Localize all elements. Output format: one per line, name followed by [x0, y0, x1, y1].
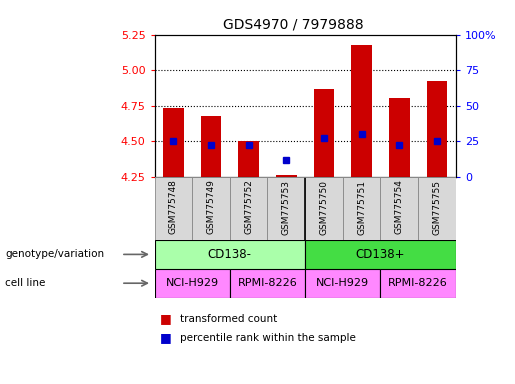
Text: cell line: cell line [5, 278, 45, 288]
Text: CD138+: CD138+ [356, 248, 405, 261]
Text: GDS4970 / 7979888: GDS4970 / 7979888 [223, 17, 364, 31]
Text: GSM775749: GSM775749 [207, 180, 215, 235]
Text: RPMI-8226: RPMI-8226 [388, 278, 448, 288]
Text: transformed count: transformed count [180, 314, 278, 324]
Bar [192, 177, 230, 240]
Text: NCI-H929: NCI-H929 [166, 278, 219, 288]
Text: GSM775755: GSM775755 [433, 180, 441, 235]
Bar [351, 45, 372, 177]
Bar [343, 177, 381, 240]
Text: NCI-H929: NCI-H929 [316, 278, 369, 288]
Text: GSM775748: GSM775748 [169, 180, 178, 235]
Bar [230, 269, 305, 298]
Bar [267, 177, 305, 240]
Text: percentile rank within the sample: percentile rank within the sample [180, 333, 356, 343]
Text: genotype/variation: genotype/variation [5, 249, 104, 260]
Bar [238, 141, 259, 177]
Bar [381, 177, 418, 240]
Bar [201, 116, 221, 177]
Text: GSM775753: GSM775753 [282, 180, 291, 235]
Bar [389, 99, 409, 177]
Bar [154, 177, 192, 240]
Bar [305, 240, 456, 269]
Text: GSM775751: GSM775751 [357, 180, 366, 235]
Bar [305, 269, 381, 298]
Text: GSM775752: GSM775752 [244, 180, 253, 235]
Bar [418, 177, 456, 240]
Text: GSM775754: GSM775754 [395, 180, 404, 235]
Bar [381, 269, 456, 298]
Bar [276, 175, 297, 177]
Text: GSM775750: GSM775750 [319, 180, 329, 235]
Text: CD138-: CD138- [208, 248, 252, 261]
Text: ■: ■ [160, 331, 171, 344]
Text: RPMI-8226: RPMI-8226 [237, 278, 297, 288]
Bar [426, 81, 448, 177]
Bar [305, 177, 343, 240]
Text: ■: ■ [160, 312, 171, 325]
Bar [314, 89, 334, 177]
Bar [163, 108, 184, 177]
Bar [154, 240, 305, 269]
Bar [154, 269, 230, 298]
Bar [230, 177, 267, 240]
